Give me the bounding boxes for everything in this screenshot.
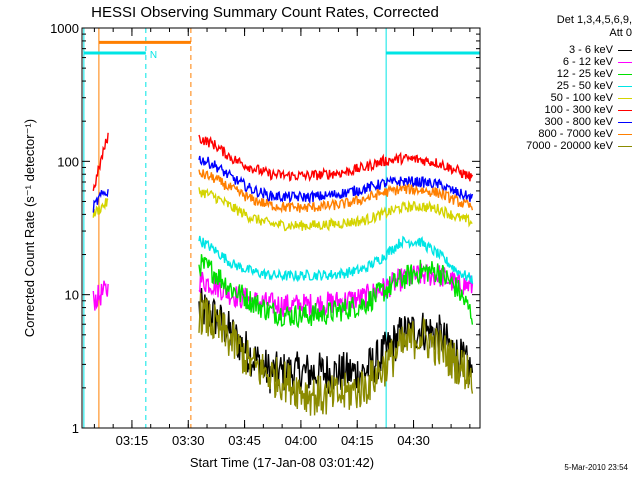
timestamp: 5-Mar-2010 23:54 xyxy=(564,463,628,472)
legend-label: 7000 - 20000 keV xyxy=(526,140,613,152)
series-line xyxy=(92,263,474,318)
series-segment xyxy=(92,189,109,213)
chart-title: HESSI Observing Summary Count Rates, Cor… xyxy=(91,4,439,21)
series-segment xyxy=(198,169,474,214)
legend-label: 800 - 7000 keV xyxy=(538,128,613,140)
legend-entry: 50 - 100 keV xyxy=(482,92,632,104)
legend-swatch xyxy=(618,145,632,147)
series-segment xyxy=(92,132,109,192)
legend-swatch xyxy=(618,97,632,99)
y-tick-label: 1 xyxy=(72,421,79,436)
series-segment xyxy=(198,187,473,232)
x-tick-label: 03:15 xyxy=(116,433,149,448)
x-tick-label: 03:45 xyxy=(228,433,261,448)
series-segment xyxy=(198,134,474,183)
series-line xyxy=(92,187,473,232)
y-tick-label: 10 xyxy=(65,288,79,303)
legend-entry: 800 - 7000 keV xyxy=(482,128,632,140)
legend-swatch xyxy=(618,61,632,63)
y-axis-label: Corrected Count Rate (s⁻¹ detector⁻¹) xyxy=(22,119,37,337)
series-segment xyxy=(92,197,109,218)
legend-label: 300 - 800 keV xyxy=(544,116,614,128)
x-axis-label: Start Time (17-Jan-08 03:01:42) xyxy=(190,455,374,470)
legend-swatch xyxy=(618,49,632,51)
x-tick-label: 03:30 xyxy=(172,433,205,448)
legend-entry: 300 - 800 keV xyxy=(482,116,632,128)
series-line xyxy=(92,155,474,213)
legend-entry: 100 - 300 keV xyxy=(482,104,632,116)
y-tick-label: 100 xyxy=(57,154,79,169)
legend-swatch xyxy=(618,121,632,123)
legend-entry: 7000 - 20000 keV xyxy=(482,140,632,152)
legend: 3 - 6 keV 6 - 12 keV 12 - 25 keV 25 - 50 ke… xyxy=(482,44,632,152)
legend-header: Det 1,3,4,5,6,9, Att 0 xyxy=(502,14,632,40)
x-tick-label: 04:30 xyxy=(397,433,430,448)
series-line xyxy=(198,293,474,416)
series-line xyxy=(198,254,474,329)
legend-label: 50 - 100 keV xyxy=(550,92,613,104)
legend-header-line: Det 1,3,4,5,6,9, xyxy=(556,14,632,26)
legend-swatch xyxy=(618,133,632,135)
legend-swatch xyxy=(618,85,632,87)
legend-label: 12 - 25 keV xyxy=(556,68,613,80)
legend-label: 3 - 6 keV xyxy=(568,44,613,56)
series-line xyxy=(198,169,474,214)
legend-header-line: Att 0 xyxy=(609,27,632,39)
axes: 1 10 100 1000 03:15 03:30 03:45 04:00 04:15 04:30 xyxy=(50,21,481,448)
series-segment xyxy=(198,254,474,329)
series-segment xyxy=(198,155,474,205)
legend-entry: 6 - 12 keV xyxy=(482,56,632,68)
plot-frame xyxy=(81,27,481,429)
legend-swatch xyxy=(618,73,632,75)
legend-label: 6 - 12 keV xyxy=(562,56,613,68)
legend-label: 25 - 50 keV xyxy=(556,80,613,92)
y-tick-label: 1000 xyxy=(50,21,79,36)
legend-entry: 12 - 25 keV xyxy=(482,68,632,80)
legend-swatch xyxy=(618,109,632,111)
legend-entry: 25 - 50 keV xyxy=(482,80,632,92)
annotation-n: N xyxy=(150,50,157,61)
series-line xyxy=(198,235,474,284)
x-tick-label: 04:15 xyxy=(341,433,374,448)
series-segment xyxy=(198,293,474,416)
series-segment xyxy=(92,280,109,311)
plot-area: N xyxy=(83,28,480,428)
series-segment xyxy=(198,235,474,284)
x-tick-label: 04:00 xyxy=(285,433,318,448)
legend-label: 100 - 300 keV xyxy=(544,104,614,116)
legend-entry: 3 - 6 keV xyxy=(482,44,632,56)
series-line xyxy=(92,132,474,192)
